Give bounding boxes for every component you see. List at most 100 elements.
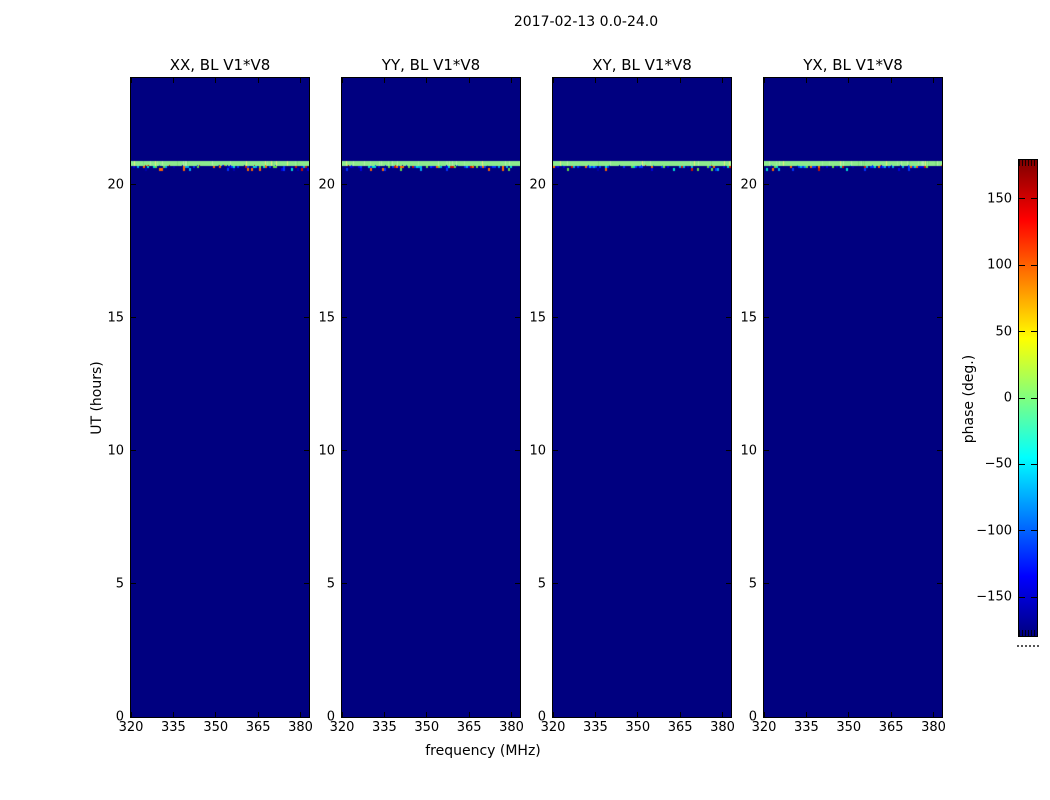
x-tick [426,712,428,717]
colorbar-tick-right [1031,331,1037,333]
x-tick [848,712,850,717]
x-tick [805,712,807,717]
y-tick [764,716,769,718]
y-tick-right [515,716,520,718]
x-tick-label: 380 [921,720,946,735]
x-tick-label: 365 [878,720,904,735]
colorbar-comb-top [1019,160,1037,166]
x-tick-label: 350 [625,720,651,735]
colorbar-tick-label: −150 [976,589,1012,605]
y-tick [131,184,136,185]
x-tick [511,712,513,717]
x-tick-label: 320 [118,720,144,735]
y-tick-right [726,450,731,452]
colorbar-tick-label: 150 [987,191,1012,207]
x-tick [722,712,724,717]
x-tick-top [511,78,513,83]
y-tick-label: 10 [318,443,335,459]
colorbar-tick-right [1031,198,1037,200]
y-tick-right [726,317,731,319]
y-tick [553,583,558,585]
y-tick-label: 5 [115,576,124,592]
colorbar-tick-label: 50 [995,324,1012,340]
x-tick-label: 320 [540,720,566,735]
y-tick [131,317,136,319]
x-tick-label: 380 [710,720,735,735]
colorbar-tick-label: −50 [984,456,1012,472]
y-tick-right [937,184,942,185]
y-tick [553,450,558,452]
y-tick-label: 20 [740,177,757,192]
y-tick [131,583,136,585]
y-tick-right [937,716,942,718]
x-tick-top [933,78,935,83]
y-tick [342,583,347,585]
x-tick-label: 320 [751,720,777,735]
heatmap-panel-xy: XY, BL V1*V8 320 335 350 365 380 0 5 10 15 20 [529,56,734,735]
y-tick-right [304,716,309,718]
colorbar-tick-label: 100 [987,257,1012,273]
y-tick [342,450,347,452]
x-tick-label: 350 [414,720,440,735]
x-tick-top [763,78,765,83]
x-tick-top [468,78,470,83]
x-tick-top [426,78,428,83]
panel-title: XY, BL V1*V8 [592,56,692,74]
heatmap-canvas-yx [764,78,942,717]
y-tick [342,184,347,185]
panel-title: YY, BL V1*V8 [381,56,481,74]
y-tick-right [726,184,731,185]
y-tick [553,716,558,718]
x-tick-label: 350 [203,720,229,735]
x-tick [890,712,892,717]
y-tick-label: 20 [318,177,335,192]
y-tick [764,317,769,319]
y-tick [342,716,347,718]
heatmap-canvas-yy [342,78,520,717]
colorbar-tick-right [1031,530,1037,532]
x-tick [383,712,385,717]
y-tick-label: 20 [529,177,546,192]
y-tick-right [515,317,520,319]
x-tick-label: 320 [329,720,355,735]
x-tick-top [805,78,807,83]
x-tick [300,712,302,717]
y-tick [131,450,136,452]
colorbar-comb-bottom [1019,630,1037,636]
x-tick-top [383,78,385,83]
x-tick-label: 380 [288,720,313,735]
colorbar-tick-right [1031,596,1037,598]
y-tick [764,583,769,585]
heatmap-panel-yy: YY, BL V1*V8 320 335 350 365 380 0 5 10 15 20 [318,56,523,735]
y-tick-label: 5 [326,576,335,592]
colorbar-bottom-dotted-line [1017,645,1039,647]
y-tick-right [304,450,309,452]
panel-title: XX, BL V1*V8 [169,56,271,74]
x-tick [215,712,217,717]
y-tick-label: 15 [529,310,546,326]
x-tick-top [552,78,554,83]
x-tick-top [679,78,681,83]
y-tick-right [726,716,731,718]
y-tick-right [515,583,520,585]
y-tick-right [937,583,942,585]
y-tick [553,317,558,319]
y-tick [131,716,136,718]
x-tick-top [848,78,850,83]
y-tick-label: 15 [107,310,124,326]
y-tick-right [515,450,520,452]
y-tick [764,184,769,185]
x-tick [341,712,343,717]
y-tick [764,450,769,452]
x-tick-top [637,78,639,83]
heatmap-canvas-xy [553,78,731,717]
colorbar-tick-left [1019,264,1025,266]
x-tick [257,712,259,717]
x-tick [594,712,596,717]
x-tick [172,712,174,717]
x-tick-top [130,78,132,83]
x-tick-label: 335 [793,720,819,735]
x-tick-top [890,78,892,83]
y-tick-label: 0 [537,709,546,725]
x-tick-label: 335 [371,720,397,735]
